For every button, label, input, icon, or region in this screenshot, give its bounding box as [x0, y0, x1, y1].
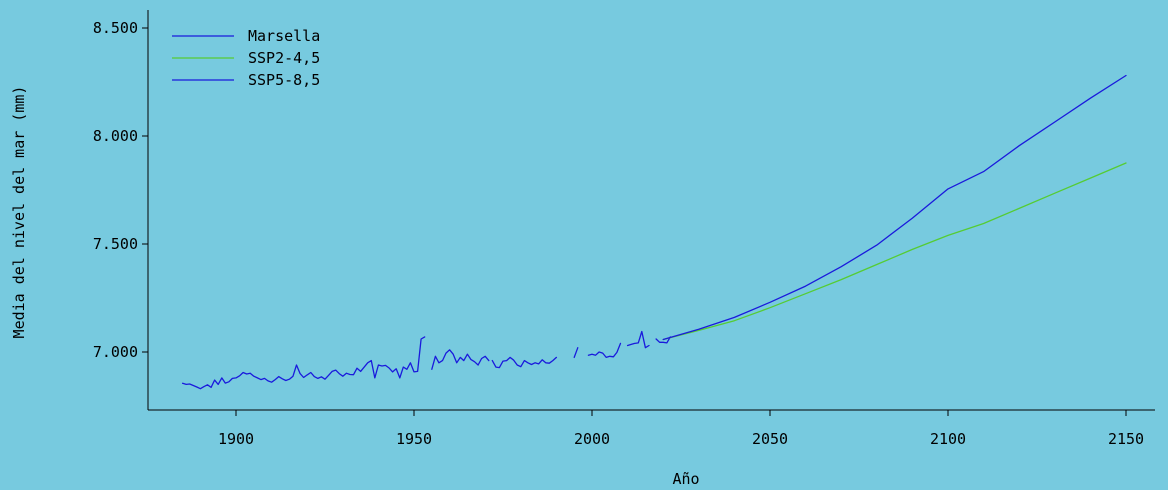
- y-tick-label: 7.500: [93, 235, 138, 253]
- y-tick-label: 8.500: [93, 19, 138, 37]
- series-line-segment: [662, 74, 1127, 341]
- series-line-segment: [573, 347, 579, 359]
- series-line-segment: [626, 330, 650, 349]
- series-line-segment: [662, 162, 1127, 341]
- y-ticks: 7.000 7.500 8.000 8.500: [93, 19, 148, 361]
- series-marsella: [181, 330, 671, 390]
- x-tick-label: 1900: [218, 430, 254, 448]
- x-tick-label: 2050: [752, 430, 788, 448]
- series-line-segment: [655, 336, 671, 344]
- x-tick-label: 2150: [1108, 430, 1144, 448]
- series-line-segment: [587, 342, 622, 359]
- x-axis-title: Año: [672, 470, 699, 488]
- legend: Marsella SSP2-4,5 SSP5-8,5: [172, 27, 320, 89]
- series-ssp5-8-5: [662, 74, 1127, 341]
- y-axis-title: Media del nivel del mar (mm): [10, 86, 28, 339]
- x-tick-label: 1950: [396, 430, 432, 448]
- legend-label: Marsella: [248, 27, 320, 45]
- x-tick-label: 2100: [930, 430, 966, 448]
- x-tick-label: 2000: [574, 430, 610, 448]
- series-group: [181, 74, 1127, 390]
- x-ticks: 1900 1950 2000 2050 2100 2150: [218, 410, 1144, 448]
- y-tick-label: 7.000: [93, 343, 138, 361]
- axes: [147, 10, 1155, 411]
- series-line-segment: [181, 336, 426, 390]
- series-line-segment: [431, 349, 490, 370]
- series-ssp2-4-5: [662, 162, 1127, 341]
- legend-label: SSP2-4,5: [248, 49, 320, 67]
- y-tick-label: 8.000: [93, 127, 138, 145]
- legend-label: SSP5-8,5: [248, 71, 320, 89]
- series-line-segment: [491, 356, 558, 369]
